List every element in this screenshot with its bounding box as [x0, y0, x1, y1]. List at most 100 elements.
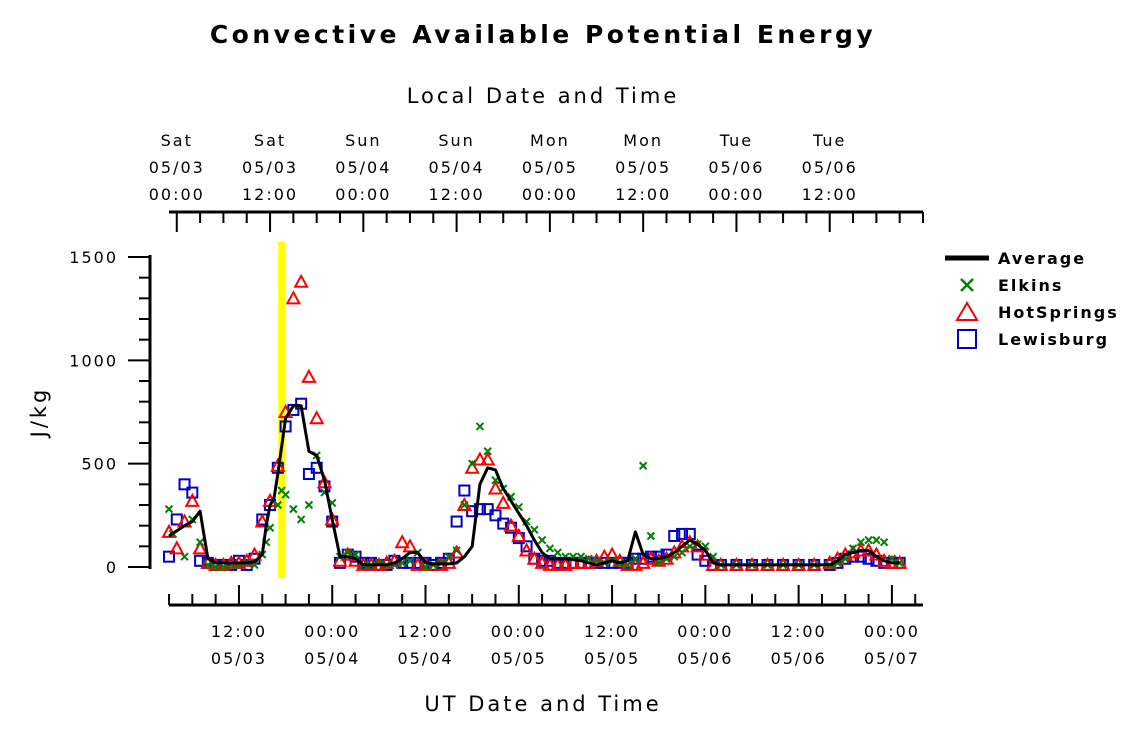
legend-hotsprings: HotSprings	[955, 301, 1119, 322]
elkins-point	[475, 422, 485, 431]
top-tick-day: Tue	[812, 131, 846, 150]
bottom-tick-time: 00:00	[677, 622, 733, 641]
elkins-point	[864, 535, 873, 545]
hotsprings-point	[192, 540, 208, 555]
top-tick-date: 05/06	[708, 158, 764, 177]
y-tick-label: 1500	[69, 248, 118, 267]
elkins-point	[685, 542, 695, 551]
legend: Average Elkins HotSprings Lewisburg	[945, 249, 1119, 349]
top-tick-time: 12:00	[242, 185, 298, 204]
bottom-tick-date: 05/07	[864, 649, 920, 668]
elkins-point	[537, 535, 547, 545]
hotsprings-point	[285, 290, 302, 305]
bottom-tick-time: 00:00	[864, 622, 920, 641]
elkins-point	[879, 537, 889, 547]
hotsprings-point	[549, 556, 566, 571]
hotsprings-point	[246, 546, 263, 561]
bottom-tick-date: 05/04	[397, 649, 453, 668]
top-tick-date: 05/06	[802, 158, 858, 177]
elkins-point	[553, 548, 562, 557]
bottom-tick-time: 00:00	[491, 622, 547, 641]
lewisburg-point	[302, 468, 315, 480]
hotsprings-point	[448, 544, 465, 559]
elkins-point	[304, 500, 314, 510]
highlight-band	[278, 242, 286, 578]
hotsprings-point	[480, 451, 496, 466]
bottom-tick-date: 05/04	[304, 649, 360, 668]
y-tick-label: 500	[81, 455, 118, 474]
plot-area	[161, 273, 908, 572]
hotsprings-point	[472, 451, 488, 466]
lewisburg-point	[668, 530, 681, 542]
lewisburg-point	[489, 509, 502, 522]
top-tick-date: 05/04	[429, 158, 485, 177]
hotsprings-point	[254, 513, 270, 528]
bottom-tick-date: 05/06	[677, 649, 733, 668]
elkins-point	[444, 552, 454, 561]
elkins-point	[545, 544, 555, 553]
top-tick-day: Mon	[623, 131, 663, 150]
y-tick-label: 0	[106, 558, 118, 577]
top-tick-date: 05/03	[149, 158, 205, 177]
hotsprings-point	[293, 273, 309, 288]
bottom-tick-time: 00:00	[304, 622, 360, 641]
elkins-point	[273, 500, 283, 510]
hotsprings-point	[487, 480, 504, 495]
elkins-point	[281, 490, 290, 499]
elkins-point	[460, 500, 469, 510]
y-axis: 0 500 1000 1500	[69, 248, 152, 577]
elkins-point	[872, 535, 881, 545]
hotsprings-point	[410, 556, 426, 571]
lewisburg-point	[163, 550, 175, 563]
x-axis-title: UT Date and Time	[424, 692, 661, 716]
bottom-axis: 12:00 05/03 00:00 05/04 12:00 05/04 00:00 05/05…	[168, 585, 923, 668]
hotsprings-point	[169, 540, 185, 555]
hotsprings-point	[340, 546, 356, 561]
legend-label: Average	[998, 249, 1086, 268]
hotsprings-point	[619, 556, 636, 571]
y-tick-label: 1000	[69, 351, 118, 370]
elkins-point	[452, 546, 461, 555]
elkins-point	[483, 447, 492, 456]
legend-elkins: Elkins	[960, 276, 1063, 295]
elkins-point	[343, 548, 352, 557]
lewisburg-point	[473, 503, 486, 516]
legend-swatch	[960, 278, 974, 292]
elkins-point	[530, 525, 539, 535]
lewisburg-point	[178, 478, 191, 491]
top-tick-day: Sun	[345, 131, 381, 150]
highlight-bar	[278, 242, 286, 578]
bottom-tick-time: 12:00	[584, 622, 640, 641]
hotsprings-point	[301, 368, 317, 383]
hotsprings-point	[394, 534, 410, 549]
bottom-tick-date: 05/05	[584, 649, 640, 668]
hotsprings-point	[503, 517, 519, 532]
top-axis-title: Local Date and Time	[407, 84, 680, 108]
elkins-point	[203, 560, 213, 570]
top-tick-time: 00:00	[335, 185, 391, 204]
elkins-point	[211, 562, 220, 572]
elkins-point	[638, 461, 648, 470]
elkins-point	[856, 537, 866, 547]
bottom-tick-time: 12:00	[397, 622, 453, 641]
hotsprings-point	[511, 527, 527, 542]
lewisburg-point	[520, 540, 533, 553]
top-tick-day: Tue	[719, 131, 753, 150]
top-tick-date: 05/04	[335, 158, 391, 177]
top-tick-day: Mon	[530, 131, 570, 150]
top-axis: Sat 05/03 00:00 Sat 05/03 12:00 Sun 05/04 00:00 S…	[149, 131, 924, 232]
y-axis-title: J/kg	[27, 387, 51, 440]
top-tick-date: 05/05	[615, 158, 671, 177]
elkins-point	[467, 459, 477, 468]
elkins-point	[195, 537, 205, 547]
legend-label: HotSprings	[998, 303, 1119, 322]
elkins-point	[219, 562, 228, 572]
legend-label: Elkins	[998, 276, 1063, 295]
bottom-tick-date: 05/03	[211, 649, 267, 668]
average-line	[168, 404, 900, 567]
top-tick-time: 00:00	[708, 185, 764, 204]
elkins-point	[296, 515, 306, 524]
top-tick-time: 12:00	[615, 185, 671, 204]
